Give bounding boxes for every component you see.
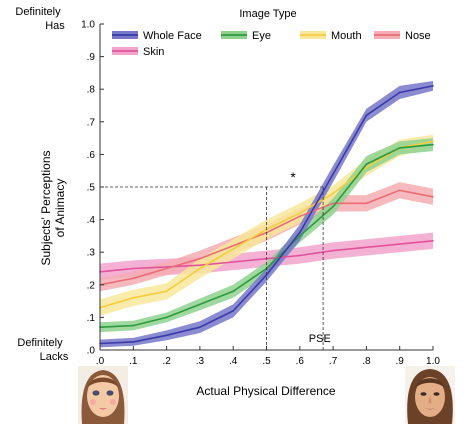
eye-point [398, 147, 401, 149]
mouth-point [365, 166, 368, 169]
mouth-point [199, 267, 201, 270]
x-tick-label: .7 [329, 356, 338, 367]
skin-point [232, 261, 234, 263]
skin-point [199, 264, 201, 267]
mouth-point [299, 212, 301, 214]
labels: Definitely Has Definitely Lacks Subjects… [15, 6, 336, 398]
eye-point [432, 143, 434, 146]
eye-point [132, 324, 135, 327]
y-bottom-label-line1: Definitely [17, 337, 63, 349]
nose-point [199, 257, 201, 260]
y-tick-label: .7 [87, 117, 96, 128]
significance-star: * [290, 169, 296, 185]
y-tick-label: .5 [87, 183, 96, 194]
eye-point [365, 163, 368, 165]
human-face-image [405, 366, 455, 424]
y-tick-label: .0 [87, 346, 96, 357]
x-axis-label: Actual Physical Difference [196, 384, 336, 398]
whole-face-point [199, 326, 201, 328]
whole-face-legend-label: Whole Face [143, 30, 202, 42]
pse-label: PSE [309, 333, 331, 345]
nose-point [132, 277, 135, 280]
nose-point [165, 267, 168, 270]
eye-point [299, 235, 301, 237]
whole-face-error-band [100, 81, 433, 348]
legend: Whole Face Eye Mouth Nose Skin [112, 30, 431, 58]
nose-legend-label: Nose [405, 30, 431, 42]
eye-legend-label: Eye [252, 30, 271, 42]
y-tick-label: .4 [87, 215, 96, 226]
x-tick-label: .0 [96, 356, 105, 367]
x-tick-label: .9 [396, 356, 405, 367]
y-top-label-line1: Definitely [15, 6, 61, 18]
skin-point [132, 267, 135, 270]
y-tick-label: .8 [87, 85, 96, 96]
nose-point [299, 215, 301, 218]
y-bottom-label-line2: Lacks [40, 351, 69, 363]
nose-point [332, 202, 334, 205]
eye-point [199, 303, 201, 306]
whole-face-point [332, 173, 334, 175]
eye-point [165, 316, 168, 319]
x-tick-label: .6 [296, 356, 305, 367]
y-tick-label: .9 [87, 52, 96, 63]
y-tick-label: .3 [87, 248, 96, 259]
whole-face-point [398, 91, 401, 94]
mouth-point [165, 290, 168, 293]
mouth-point [132, 297, 135, 299]
x-tick-label: .1 [129, 356, 138, 367]
eye-point [332, 205, 334, 208]
y-tick-label: .6 [87, 150, 96, 161]
nose-point [365, 202, 368, 205]
y-top-label-line2: Has [45, 20, 65, 32]
skin-legend-label: Skin [143, 46, 164, 58]
skin-point [398, 243, 401, 245]
y-axis-label-line1: Subjects' Perceptions [39, 150, 53, 265]
skin-point [165, 266, 168, 268]
y-tick-label: .2 [87, 280, 96, 291]
x-tick-label: .3 [196, 356, 205, 367]
doll-face-image [78, 366, 128, 424]
x-tick-label: 1.0 [426, 356, 440, 367]
y-tick-label: 1.0 [81, 20, 95, 31]
mouth-point [332, 192, 334, 195]
y-axis-label-line2: of Animacy [53, 179, 67, 238]
x-tick-label: .2 [162, 356, 171, 367]
annotations: * PSE [290, 169, 330, 345]
whole-face-point [365, 114, 368, 117]
skin-point [332, 249, 334, 252]
x-tick-label: .8 [362, 356, 371, 367]
mouth-legend-label: Mouth [331, 30, 362, 42]
pse-reference-lines [100, 186, 324, 350]
whole-face-point [132, 341, 135, 343]
eye-point [232, 290, 234, 293]
nose-point [398, 189, 401, 192]
skin-point [365, 246, 368, 249]
mouth-point [432, 140, 434, 143]
ticks: .0 .1 .2 .3 .4 .5 .6 .7 .8 .9 1.0 .0 .1 .2 .3 .4 .5 .6 .7.… [81, 20, 440, 368]
whole-face-point [299, 231, 301, 234]
legend-title: Image Type [239, 8, 296, 20]
y-tick-label: .1 [87, 313, 96, 324]
mouth-point [232, 248, 234, 250]
whole-face-point [165, 334, 168, 337]
nose-point [232, 244, 234, 247]
x-tick-label: .4 [229, 356, 238, 367]
skin-point [299, 254, 301, 257]
nose-point [432, 195, 434, 198]
x-tick-label: .5 [262, 356, 271, 367]
whole-face-point [432, 85, 434, 87]
skin-point [432, 239, 434, 242]
whole-face-point [232, 310, 234, 312]
